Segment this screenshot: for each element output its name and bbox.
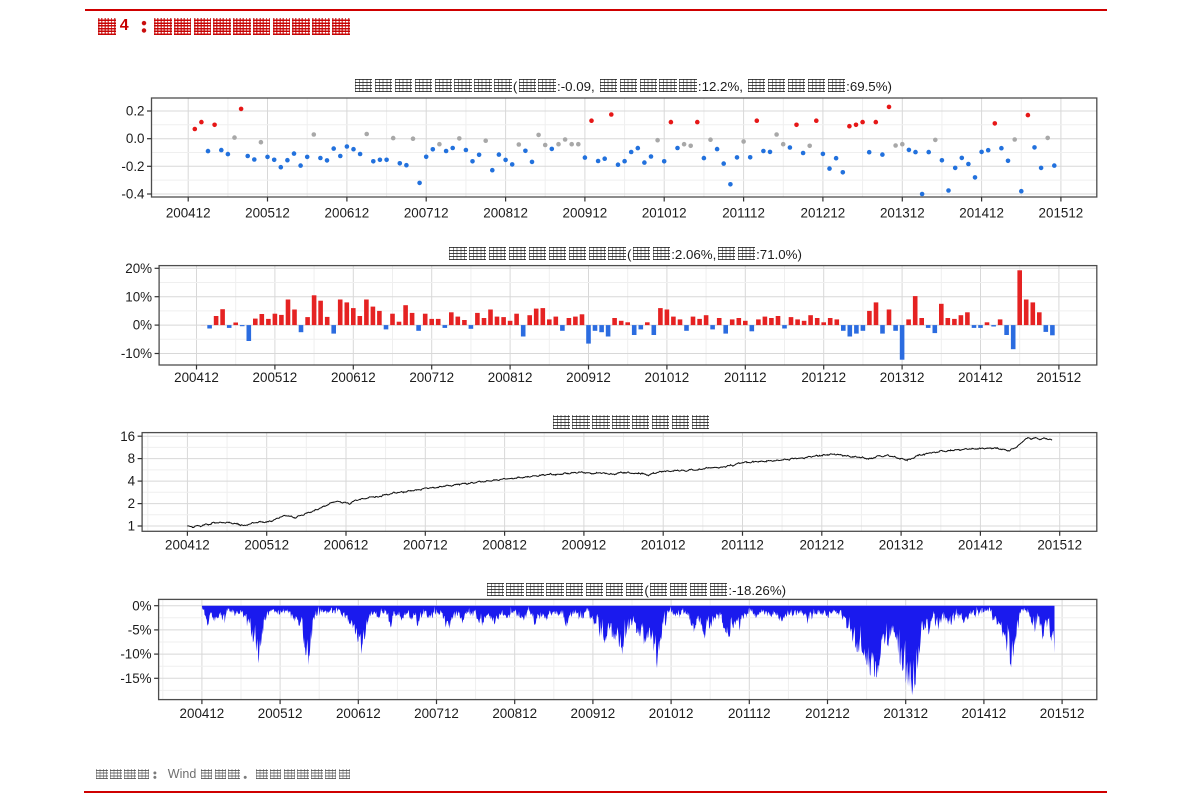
svg-text:201212: 201212 [801,370,846,385]
svg-text:4: 4 [127,474,135,489]
svg-text:201412: 201412 [961,706,1006,721]
svg-text:201412: 201412 [958,370,1003,385]
svg-text:-10%: -10% [120,647,151,662]
svg-text:8: 8 [127,451,134,466]
svg-text:201512: 201512 [1038,206,1083,221]
svg-text:1: 1 [127,519,134,534]
svg-text:10%: 10% [125,289,152,304]
svg-text:201312: 201312 [879,206,924,221]
svg-text:201212: 201212 [799,538,844,553]
svg-text:0.2: 0.2 [125,104,144,119]
svg-text:201212: 201212 [800,206,845,221]
svg-text:201312: 201312 [879,370,924,385]
svg-text:201412: 201412 [958,538,1003,553]
svg-text:200512: 200512 [244,538,289,553]
svg-text:200712: 200712 [414,706,459,721]
svg-text:200912: 200912 [566,370,611,385]
svg-text:200412: 200412 [179,706,224,721]
svg-text:201112: 201112 [722,206,765,221]
svg-text:200812: 200812 [482,538,527,553]
svg-text:201212: 201212 [805,706,850,721]
svg-text:200912: 200912 [570,706,615,721]
svg-text:20%: 20% [125,261,152,276]
svg-text:200512: 200512 [245,206,290,221]
svg-text:0%: 0% [132,318,151,333]
svg-text:0%: 0% [132,598,151,613]
svg-text:201112: 201112 [721,538,764,553]
svg-text:201412: 201412 [959,206,1004,221]
svg-text:201112: 201112 [727,706,770,721]
svg-text:201012: 201012 [640,538,685,553]
svg-text:200412: 200412 [165,538,210,553]
svg-text:-0.2: -0.2 [121,159,144,174]
svg-text:200812: 200812 [492,706,537,721]
svg-text:2: 2 [127,496,134,511]
svg-text:200612: 200612 [324,206,369,221]
svg-text:200912: 200912 [562,206,607,221]
svg-text:201312: 201312 [878,538,923,553]
svg-text:201012: 201012 [648,706,693,721]
svg-text:200412: 200412 [174,370,219,385]
svg-text:16: 16 [120,429,135,444]
svg-text:200712: 200712 [403,206,448,221]
svg-text:201312: 201312 [883,706,928,721]
svg-text:-0.4: -0.4 [121,187,145,202]
svg-text:-5%: -5% [127,623,151,638]
svg-text:200412: 200412 [165,206,210,221]
svg-text:200912: 200912 [561,538,606,553]
svg-text:200512: 200512 [252,370,297,385]
svg-text:200612: 200612 [330,370,375,385]
svg-text:201512: 201512 [1037,538,1082,553]
svg-text:201512: 201512 [1039,706,1084,721]
svg-text:201512: 201512 [1036,370,1081,385]
svg-text:201112: 201112 [723,370,766,385]
svg-text:-15%: -15% [120,671,151,686]
svg-text:200612: 200612 [335,706,380,721]
svg-text:201012: 201012 [644,370,689,385]
svg-text:200812: 200812 [487,370,532,385]
svg-text:0.0: 0.0 [125,131,144,146]
svg-text:200712: 200712 [409,370,454,385]
svg-text:-10%: -10% [120,346,151,361]
svg-text:200612: 200612 [323,538,368,553]
svg-text:200512: 200512 [257,706,302,721]
svg-text:200812: 200812 [483,206,528,221]
svg-text:200712: 200712 [402,538,447,553]
svg-text:201012: 201012 [641,206,686,221]
